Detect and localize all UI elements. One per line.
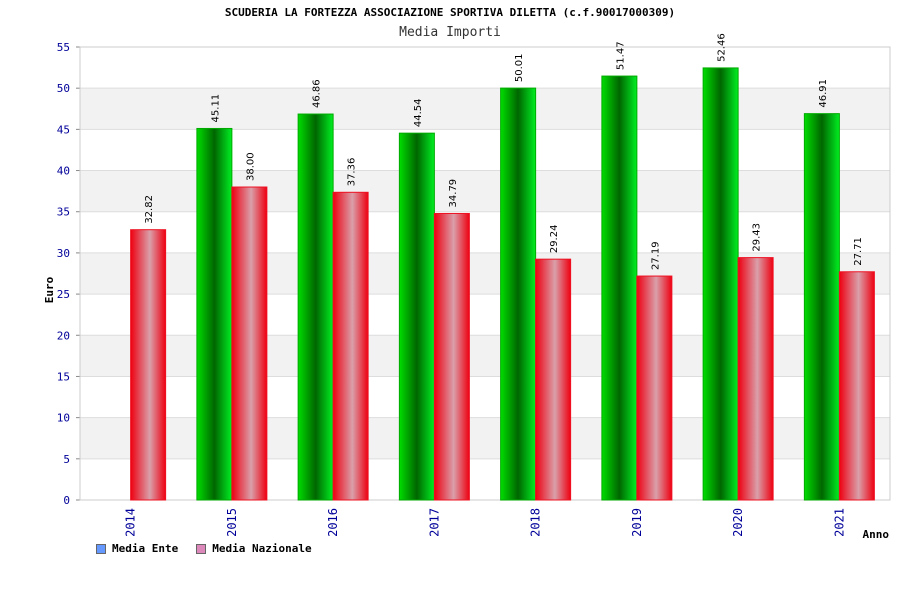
- bar-media-nazionale: [332, 191, 369, 501]
- bar-media-nazionale: [838, 271, 875, 501]
- plot-area: [79, 46, 891, 501]
- bar-media-ente: [196, 127, 233, 501]
- bar-media-ente: [803, 113, 840, 501]
- chart-subtitle: Media Importi: [399, 25, 501, 40]
- y-tick-label: 20: [57, 329, 70, 342]
- data-label: 51.47: [615, 41, 626, 70]
- data-label: 34.79: [448, 179, 459, 208]
- bar-media-nazionale: [130, 229, 167, 501]
- chart-title: SCUDERIA LA FORTEZZA ASSOCIAZIONE SPORTI…: [224, 6, 676, 19]
- bar-media-nazionale: [737, 257, 774, 501]
- legend-swatch-nazionale: [196, 543, 207, 554]
- y-axis-label: Euro: [43, 276, 56, 303]
- data-label: 27.19: [650, 241, 661, 270]
- legend-label-nazionale: Media Nazionale: [212, 542, 312, 555]
- bars: [130, 67, 875, 501]
- data-label: 46.86: [312, 79, 323, 108]
- data-label: 29.24: [549, 225, 560, 254]
- y-tick-label: 15: [57, 370, 70, 383]
- data-label: 38.00: [245, 152, 256, 181]
- x-tick-label: 2018: [529, 508, 543, 537]
- x-axis-ticks: 2014 2015 2016 2017 2018 2019 2020 2021: [124, 508, 847, 537]
- y-tick-label: 10: [57, 412, 70, 425]
- bar-media-ente: [398, 132, 435, 501]
- y-tick-label: 30: [57, 247, 70, 260]
- y-tick-label: 35: [57, 206, 70, 219]
- legend: Media Ente Media Nazionale: [96, 542, 312, 555]
- x-tick-label: 2014: [124, 508, 138, 537]
- y-tick-label: 45: [57, 123, 70, 136]
- bar-media-nazionale: [231, 186, 268, 501]
- legend-swatch-ente: [96, 543, 106, 554]
- bar-media-nazionale: [636, 275, 673, 501]
- y-tick-label: 40: [57, 165, 70, 178]
- grid-band: [80, 88, 890, 130]
- bar-media-nazionale: [535, 258, 572, 501]
- data-label: 45.11: [210, 94, 221, 123]
- data-labels: 32.82 45.11 38.00 46.86 37.36 44.54 34.79 50.01…: [144, 33, 864, 270]
- legend-label-ente: Media Ente: [112, 542, 179, 555]
- y-tick-label: 50: [57, 82, 70, 95]
- data-label: 29.43: [752, 223, 763, 252]
- x-tick-label: 2017: [427, 508, 441, 537]
- legend-item-nazionale: Media Nazionale: [196, 542, 312, 555]
- bar-media-ente: [601, 75, 638, 501]
- bar-media-ente: [500, 87, 537, 501]
- data-label: 52.46: [717, 33, 728, 62]
- y-tick-label: 0: [63, 494, 70, 507]
- data-label: 32.82: [144, 195, 155, 224]
- x-tick-label: 2019: [630, 508, 644, 537]
- x-axis-label: Anno: [863, 528, 890, 541]
- bar-media-ente: [702, 67, 739, 501]
- data-label: 46.91: [818, 79, 829, 108]
- bar-media-ente: [297, 113, 334, 501]
- y-axis-ticks: 0 5 10 15 20 25 30 35 40 45 50 55: [57, 41, 70, 507]
- data-label: 50.01: [514, 53, 525, 82]
- bar-media-nazionale: [433, 212, 470, 501]
- x-tick-label: 2020: [731, 508, 745, 537]
- y-tick-label: 5: [63, 453, 70, 466]
- data-label: 44.54: [413, 99, 424, 128]
- y-tick-label: 55: [57, 41, 70, 54]
- x-tick-label: 2021: [832, 508, 846, 537]
- legend-item-ente: Media Ente: [96, 542, 178, 555]
- x-tick-label: 2015: [225, 508, 239, 537]
- x-tick-label: 2016: [326, 508, 340, 537]
- y-tick-label: 25: [57, 288, 70, 301]
- data-label: 27.71: [853, 237, 864, 266]
- data-label: 37.36: [347, 158, 358, 187]
